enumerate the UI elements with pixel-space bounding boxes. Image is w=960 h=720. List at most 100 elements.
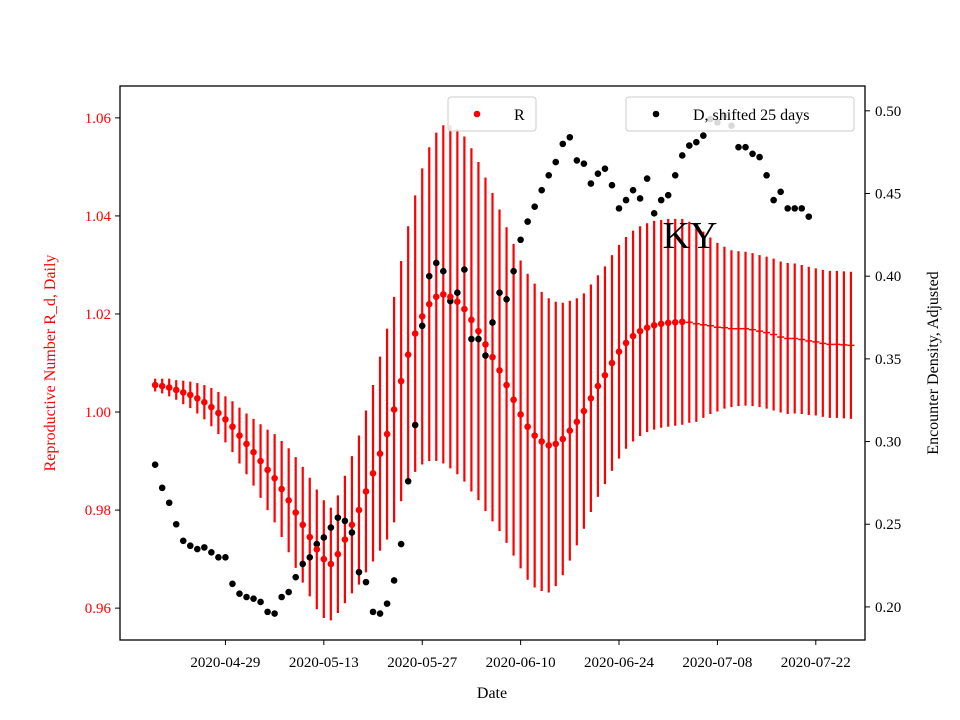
right-axis-label: Encounter Density, Adjusted	[925, 271, 942, 454]
d-point	[461, 266, 468, 273]
r-point	[264, 466, 271, 474]
d-point	[411, 421, 419, 429]
r-point	[285, 496, 292, 504]
d-point	[313, 540, 321, 548]
d-point	[341, 517, 349, 525]
state-annotation: KY	[663, 215, 718, 257]
r-point	[271, 474, 278, 482]
r-point	[587, 394, 595, 402]
r-point	[411, 330, 419, 337]
d-point	[306, 554, 314, 561]
d-point	[685, 142, 693, 149]
d-point	[172, 520, 180, 528]
r-point	[657, 320, 665, 328]
x-tick-label: 2020-07-08	[682, 655, 752, 671]
d-point	[425, 272, 433, 280]
left-tick-label: 1.04	[85, 209, 112, 225]
d-point	[693, 138, 700, 146]
r-point	[397, 377, 405, 385]
d-point	[636, 195, 644, 202]
d-point	[376, 610, 384, 617]
legend-r-marker	[473, 110, 481, 118]
r-point	[278, 485, 285, 493]
d-point	[222, 554, 229, 561]
r-point	[229, 423, 236, 431]
d-point	[601, 165, 609, 172]
r-point	[545, 442, 553, 449]
r-point	[418, 313, 426, 320]
r-point	[496, 367, 503, 374]
x-tick-label: 2020-05-27	[387, 655, 457, 671]
d-point	[622, 196, 630, 204]
r-point	[208, 403, 215, 411]
r-point	[320, 555, 328, 563]
d-point	[657, 196, 665, 204]
r-point	[517, 411, 524, 418]
legend-r-label: R	[514, 107, 525, 124]
d-point	[805, 213, 813, 220]
d-point	[678, 152, 686, 159]
d-point	[186, 542, 194, 550]
d-point	[517, 236, 524, 244]
r-point	[158, 382, 166, 390]
d-point	[566, 133, 574, 141]
r-point	[552, 440, 560, 448]
d-point	[496, 289, 503, 297]
d-point	[208, 549, 215, 556]
r-point	[222, 416, 229, 423]
d-point	[798, 205, 806, 212]
r-point	[573, 418, 581, 426]
left-tick-label: 1.06	[85, 111, 112, 127]
r-point	[482, 341, 489, 348]
r-point	[369, 470, 377, 477]
left-tick-label: 0.98	[85, 503, 111, 519]
r-point	[362, 488, 370, 495]
d-point	[749, 150, 756, 158]
r-point	[622, 339, 630, 347]
d-point	[594, 170, 602, 177]
d-point	[299, 560, 307, 568]
r-point	[454, 298, 461, 306]
d-point	[735, 143, 742, 151]
d-point	[165, 499, 173, 507]
x-axis-ticks: 2020-04-29 2020-05-13 2020-05-27 2020-06-10…	[190, 640, 851, 671]
d-point	[791, 205, 799, 212]
d-point	[271, 610, 278, 617]
d-point	[580, 160, 588, 168]
d-point	[257, 598, 264, 606]
d-point	[355, 568, 363, 576]
r-point	[215, 409, 222, 417]
r-point	[601, 371, 609, 379]
r-point	[334, 550, 342, 558]
d-point	[671, 172, 679, 179]
d-point	[475, 335, 482, 343]
left-axis-label: Reproductive Number R_d, Daily	[42, 255, 59, 472]
d-point	[285, 588, 292, 596]
r-point	[447, 293, 454, 301]
r-point	[201, 398, 208, 406]
x-tick-label: 2020-05-13	[289, 655, 359, 671]
x-tick-label: 2020-06-10	[486, 655, 556, 671]
r-point	[179, 389, 187, 396]
d-point	[397, 540, 405, 548]
d-point	[418, 322, 426, 330]
r-point	[186, 391, 194, 399]
legend-r-box	[447, 96, 537, 132]
r-point	[629, 332, 637, 340]
r-point	[236, 432, 243, 439]
r-point	[165, 384, 173, 391]
d-point	[151, 461, 159, 469]
d-point	[215, 554, 222, 561]
r-point	[608, 359, 616, 367]
d-point	[348, 529, 356, 536]
r-point	[425, 300, 433, 308]
r-point	[383, 430, 391, 438]
d-point	[503, 296, 510, 303]
r-point	[306, 533, 314, 541]
legend-d-label: D, shifted 25 days	[693, 107, 809, 124]
r-point	[341, 536, 349, 543]
r-point	[194, 394, 201, 402]
left-tick-label: 1.00	[85, 405, 111, 421]
d-point	[664, 191, 672, 199]
